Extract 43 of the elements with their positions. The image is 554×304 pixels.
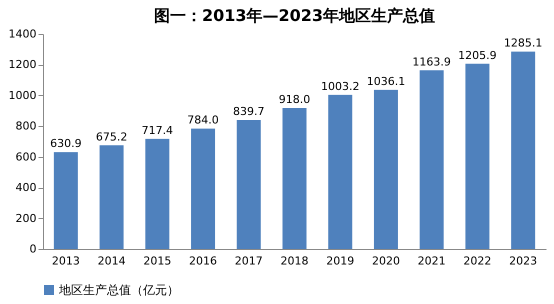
text: 1285.1 <box>504 36 542 50</box>
y-tick-label: 600 <box>16 150 36 164</box>
text: 675.2 <box>96 130 128 144</box>
legend-label: 地区生产总值（亿元） <box>58 283 179 297</box>
bar <box>145 138 170 249</box>
x-tick-label: 2017 <box>234 254 263 268</box>
x-tick-label: 2023 <box>509 254 538 268</box>
bar <box>282 108 306 249</box>
x-tick-label: 2019 <box>326 254 354 268</box>
text: 784.0 <box>187 114 219 127</box>
y-tick-label: 400 <box>16 181 36 194</box>
bar <box>54 152 78 249</box>
bar <box>465 64 490 249</box>
y-tick-label: 1000 <box>8 88 36 102</box>
text: 1036.1 <box>366 74 406 88</box>
x-tick-label: 2018 <box>280 254 308 268</box>
x-tick-label: 2022 <box>463 254 492 268</box>
text: 630.9 <box>50 137 82 150</box>
bar <box>236 120 261 249</box>
text: 1205.9 <box>458 48 497 62</box>
bar <box>100 145 124 249</box>
x-tick-label: 2013 <box>52 254 80 268</box>
x-tick-label: 2020 <box>372 254 400 268</box>
y-tick-label: 1400 <box>8 28 36 40</box>
bar <box>511 52 536 249</box>
text: 717.4 <box>142 124 174 137</box>
text: 918.0 <box>278 93 310 106</box>
x-tick-label: 2021 <box>418 254 446 268</box>
x-tick-label: 2016 <box>189 254 218 268</box>
y-tick-label: 0 <box>30 242 36 256</box>
text: 1163.9 <box>412 55 451 68</box>
y-tick-label: 800 <box>16 120 36 133</box>
text: 839.7 <box>233 105 265 118</box>
x-tick-label: 2015 <box>143 254 172 268</box>
bar <box>191 128 216 249</box>
bar <box>420 70 444 249</box>
chart-title: 图一：2013年—2023年地区生产总值 <box>154 6 436 25</box>
y-tick-label: 1200 <box>8 58 36 72</box>
bar <box>374 90 398 249</box>
text: 1003.2 <box>320 80 360 93</box>
y-tick-label: 200 <box>16 212 36 225</box>
x-tick-label: 2014 <box>98 254 126 268</box>
bar <box>328 94 352 249</box>
